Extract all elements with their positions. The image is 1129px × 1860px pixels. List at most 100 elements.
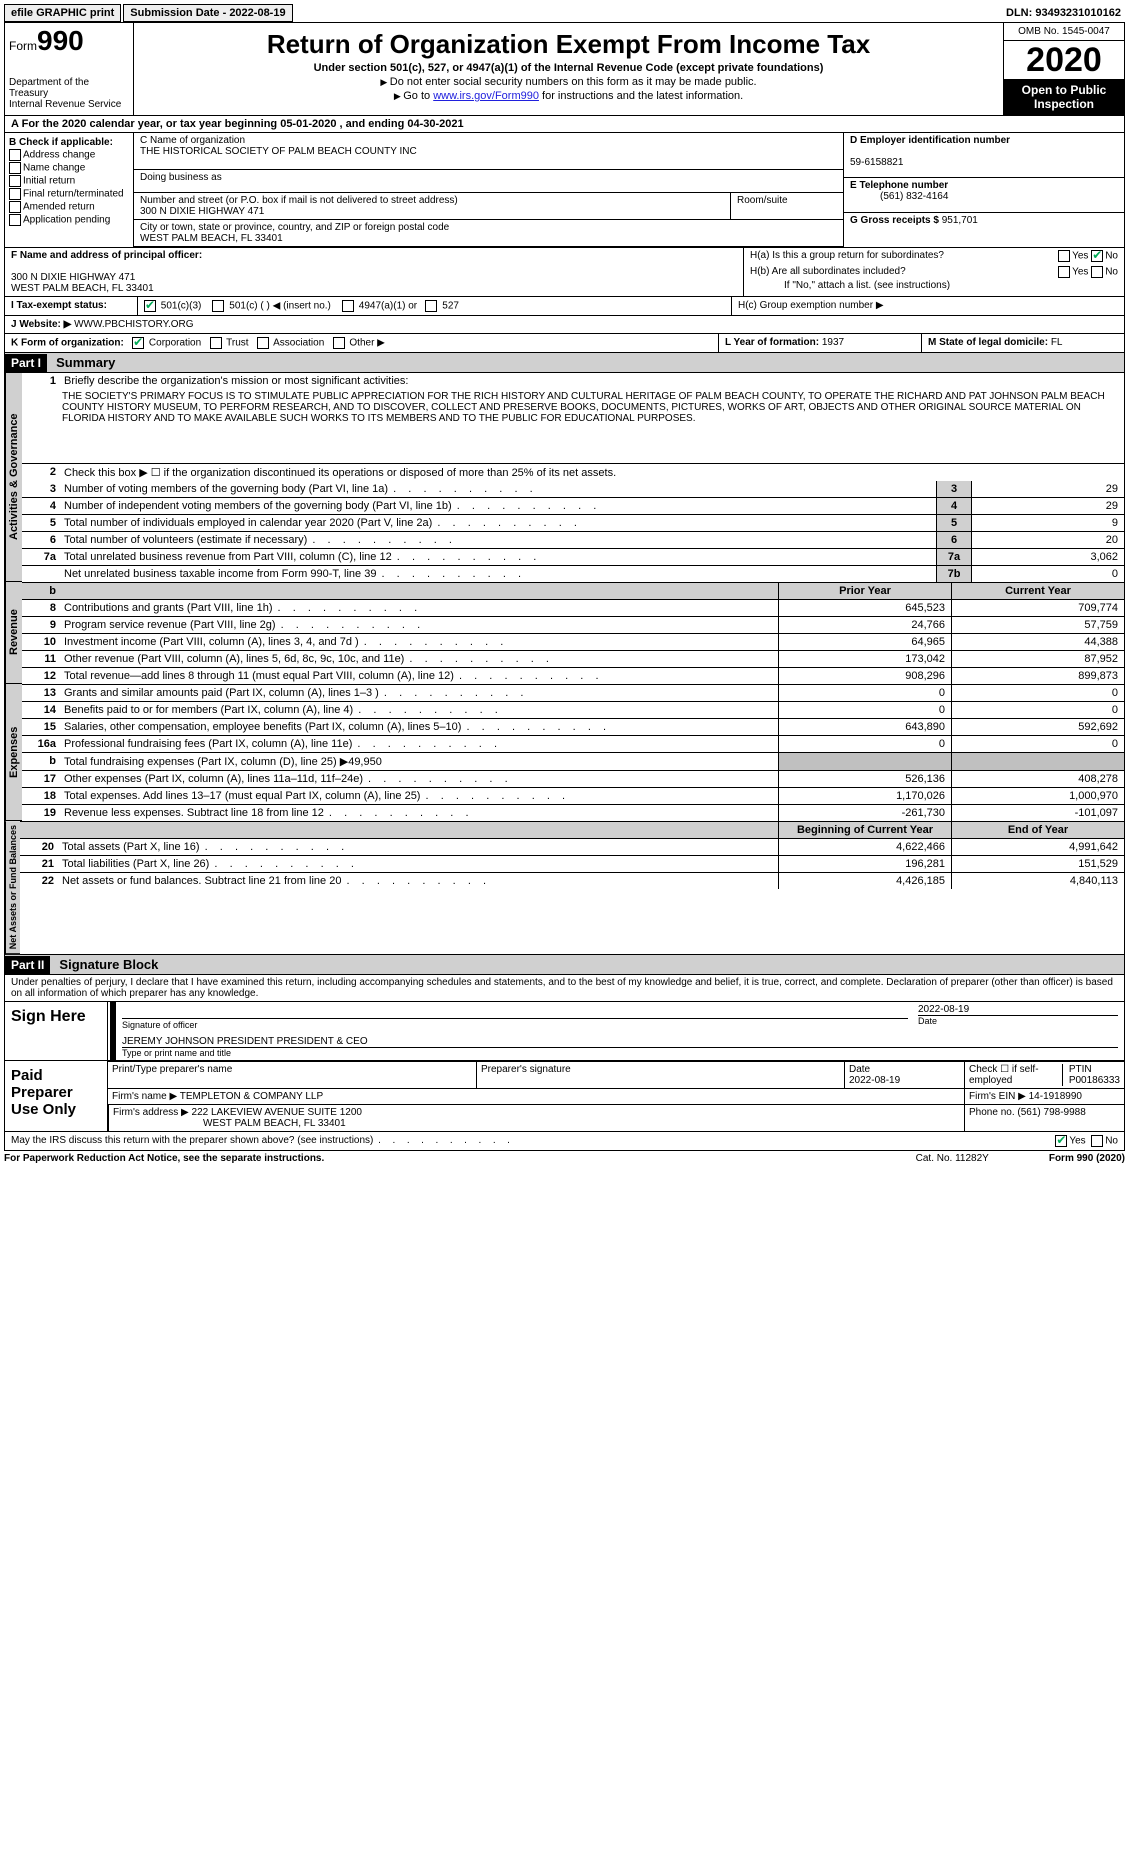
dept-irs: Internal Revenue Service — [9, 99, 129, 110]
opt-assoc: Association — [273, 338, 324, 349]
header-right: OMB No. 1545-0047 2020 Open to Public In… — [1004, 23, 1124, 115]
part2-badge: Part II — [5, 956, 50, 974]
form-number: 990 — [37, 25, 84, 56]
firm-addr-lbl: Firm's address ▶ — [113, 1107, 189, 1118]
website-lbl: J Website: ▶ — [11, 319, 71, 330]
chk-discuss-no[interactable] — [1091, 1135, 1103, 1147]
year-formation: 1937 — [822, 337, 844, 348]
discuss-yes: Yes — [1069, 1136, 1085, 1147]
firm-ein-val: 14-1918990 — [1029, 1091, 1082, 1102]
ha-lbl: H(a) Is this a group return for subordin… — [750, 250, 1058, 262]
ein-value: 59-6158821 — [850, 157, 903, 168]
chk-hb-no[interactable] — [1091, 266, 1103, 278]
prep-name-lbl: Print/Type preparer's name — [108, 1061, 476, 1088]
form-subtitle: Under section 501(c), 527, or 4947(a)(1)… — [138, 62, 999, 74]
chk-corp[interactable] — [132, 337, 144, 349]
sig-date-val: 2022-08-19 — [918, 1004, 1118, 1015]
chk-4947[interactable] — [342, 300, 354, 312]
q1-lbl: Briefly describe the organization's miss… — [60, 373, 1124, 389]
sign-here-row: Sign Here Signature of officer 2022-08-1… — [5, 1001, 1124, 1060]
summary-ag: Activities & Governance 1Briefly describ… — [5, 373, 1124, 582]
chk-501c[interactable] — [212, 300, 224, 312]
gross-receipts-lbl: G Gross receipts $ — [850, 215, 939, 226]
hb-note: If "No," attach a list. (see instruction… — [744, 280, 1124, 293]
form-header: Form990 Department of the Treasury Inter… — [5, 23, 1124, 116]
chk-ha-no[interactable] — [1091, 250, 1103, 262]
signature-section: Under penalties of perjury, I declare th… — [5, 975, 1124, 1150]
type-name-lbl: Type or print name and title — [122, 1047, 1118, 1058]
hb-lbl: H(b) Are all subordinates included? — [750, 266, 1058, 278]
room-lbl: Room/suite — [737, 195, 788, 206]
firm-phone-lbl: Phone no. — [969, 1107, 1015, 1118]
chk-name-change[interactable] — [9, 162, 21, 174]
opt-501c: 501(c) ( ) ◀ (insert no.) — [229, 301, 331, 312]
ptin-val: P00186333 — [1069, 1075, 1120, 1086]
chk-other[interactable] — [333, 337, 345, 349]
discuss-no: No — [1105, 1136, 1118, 1147]
org-form-lbl: K Form of organization: — [11, 338, 124, 349]
phone-value: (561) 832-4164 — [850, 191, 948, 202]
perjury-declaration: Under penalties of perjury, I declare th… — [5, 975, 1124, 1001]
lbl-address-change: Address change — [23, 150, 95, 161]
footer-left: For Paperwork Reduction Act Notice, see … — [4, 1153, 916, 1164]
paid-preparer-label: Paid Preparer Use Only — [5, 1061, 108, 1131]
chk-hb-yes[interactable] — [1058, 266, 1070, 278]
dept-treasury: Department of the Treasury — [9, 77, 129, 99]
submission-btn[interactable]: Submission Date - 2022-08-19 — [123, 4, 292, 22]
officer-addr2: WEST PALM BEACH, FL 33401 — [11, 283, 154, 294]
chk-discuss-yes[interactable] — [1055, 1135, 1067, 1147]
firm-addr2: WEST PALM BEACH, FL 33401 — [113, 1118, 346, 1129]
preparer-grid: Print/Type preparer's name Preparer's si… — [108, 1061, 1124, 1131]
officer-addr1: 300 N DIXIE HIGHWAY 471 — [11, 272, 135, 283]
chk-527[interactable] — [425, 300, 437, 312]
row-k: K Form of organization: Corporation Trus… — [5, 333, 1124, 352]
ha-yes: Yes — [1072, 251, 1088, 262]
firm-name-val: TEMPLETON & COMPANY LLP — [180, 1091, 323, 1102]
tax-year: 2020 — [1004, 41, 1124, 79]
chk-ha-yes[interactable] — [1058, 250, 1070, 262]
dba-lbl: Doing business as — [140, 172, 222, 183]
col-b: B Check if applicable: Address change Na… — [5, 133, 134, 247]
firm-ein-lbl: Firm's EIN ▶ — [969, 1091, 1026, 1102]
form-label: Form — [9, 39, 37, 53]
note2-pre: Go to — [403, 90, 433, 102]
form-title: Return of Organization Exempt From Incom… — [138, 29, 999, 60]
col-c: C Name of organization THE HISTORICAL SO… — [134, 133, 843, 247]
omb-number: OMB No. 1545-0047 — [1004, 23, 1124, 41]
chk-assoc[interactable] — [257, 337, 269, 349]
addr-lbl: Number and street (or P.O. box if mail i… — [140, 195, 458, 206]
chk-initial-return[interactable] — [9, 175, 21, 187]
chk-501c3[interactable] — [144, 300, 156, 312]
note2-post: for instructions and the latest informat… — [539, 90, 743, 102]
form-container: Form990 Department of the Treasury Inter… — [4, 22, 1125, 1151]
hb-no: No — [1105, 267, 1118, 278]
domicile-val: FL — [1051, 337, 1063, 348]
footer-right: Form 990 (2020) — [1049, 1153, 1125, 1164]
hb-yes: Yes — [1072, 267, 1088, 278]
sig-officer-line: Signature of officer — [122, 1018, 908, 1030]
header-mid: Return of Organization Exempt From Incom… — [134, 23, 1004, 115]
year-formation-lbl: L Year of formation: — [725, 337, 819, 348]
opt-other: Other ▶ — [349, 338, 384, 349]
opt-trust: Trust — [226, 338, 248, 349]
summary-rev: Revenue bPrior YearCurrent Year 8Contrib… — [5, 582, 1124, 684]
chk-trust[interactable] — [210, 337, 222, 349]
part1-title: Summary — [50, 353, 121, 372]
lbl-name-change: Name change — [23, 163, 85, 174]
ptin-lbl: PTIN — [1069, 1064, 1092, 1075]
efile-btn[interactable]: efile GRAPHIC print — [4, 4, 121, 22]
chk-amended-return[interactable] — [9, 201, 21, 213]
lbl-final-return: Final return/terminated — [23, 189, 124, 200]
prep-self-employed: Check ☐ if self-employed — [969, 1064, 1063, 1086]
bocy-hdr: Beginning of Current Year — [778, 822, 951, 838]
chk-address-change[interactable] — [9, 149, 21, 161]
vtab-exp: Expenses — [5, 684, 22, 821]
discuss-row: May the IRS discuss this return with the… — [5, 1131, 1124, 1150]
lbl-amended-return: Amended return — [23, 202, 95, 213]
chk-app-pending[interactable] — [9, 214, 21, 226]
sign-here-label: Sign Here — [5, 1002, 108, 1060]
col-de: D Employer identification number 59-6158… — [843, 133, 1124, 247]
chk-final-return[interactable] — [9, 188, 21, 200]
hc-lbl: H(c) Group exemption number ▶ — [731, 297, 1124, 315]
irs-link[interactable]: www.irs.gov/Form990 — [433, 90, 539, 102]
